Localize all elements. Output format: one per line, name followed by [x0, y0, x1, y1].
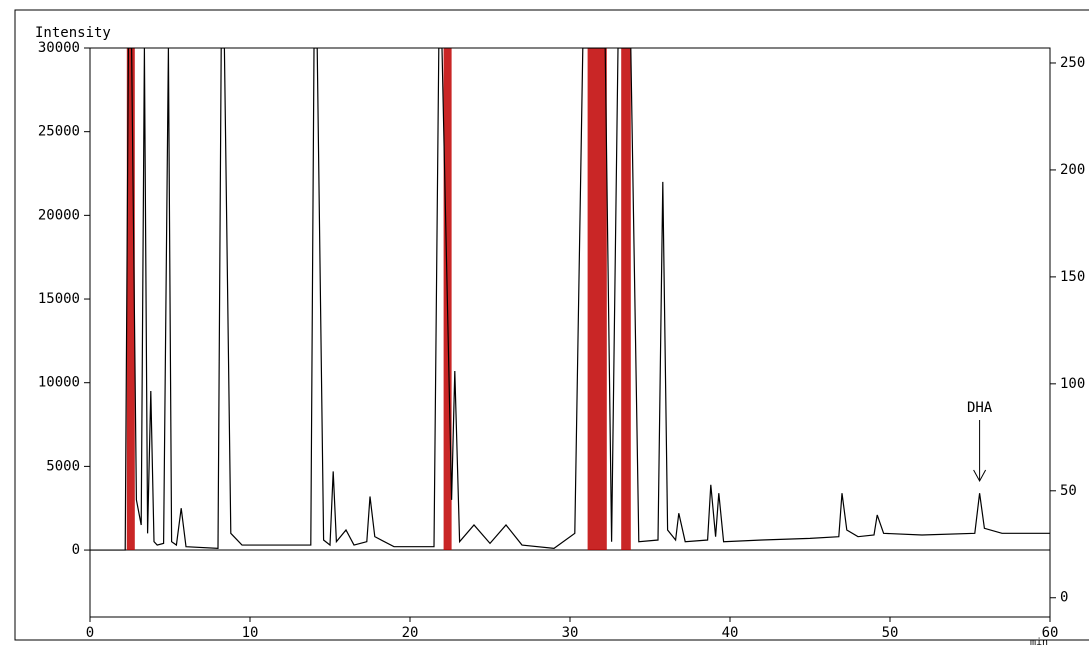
y-tick-label: 5000 [46, 458, 80, 474]
peak-region [126, 48, 135, 551]
y-tick-label: 10000 [38, 375, 80, 391]
y-axis-label: Intensity [35, 25, 111, 41]
y2-tick-label: 200 [1060, 162, 1085, 178]
plot-area [90, 48, 1050, 551]
peak-region [621, 48, 631, 551]
x-tick-label: 10 [242, 625, 259, 641]
y2-tick-label: 150 [1060, 269, 1085, 285]
y2-tick-label: 50 [1060, 483, 1077, 499]
y2-tick-label: 0 [1060, 590, 1068, 606]
y2-tick-label: 100 [1060, 376, 1085, 392]
x-tick-label: 40 [722, 625, 739, 641]
annotation-label: DHA [967, 400, 993, 416]
y-tick-label: 15000 [38, 291, 80, 307]
y-tick-label: 0 [72, 542, 80, 558]
x-tick-label: 0 [86, 625, 94, 641]
plot-frame [89, 47, 1051, 618]
x-tick-label: 50 [882, 625, 899, 641]
y-tick-label: 30000 [38, 40, 80, 56]
x-axis-label: min [1030, 637, 1048, 645]
x-tick-label: 60 [1042, 625, 1059, 641]
y-tick-label: 20000 [38, 207, 80, 223]
y2-tick-label: 250 [1060, 55, 1085, 71]
x-tick-label: 30 [562, 625, 579, 641]
peak-region [587, 48, 607, 551]
trace [90, 48, 1050, 551]
outer-frame [14, 9, 1089, 641]
annotation-arrowhead [973, 469, 987, 483]
x-tick-label: 20 [402, 625, 419, 641]
y-tick-label: 25000 [38, 124, 80, 140]
